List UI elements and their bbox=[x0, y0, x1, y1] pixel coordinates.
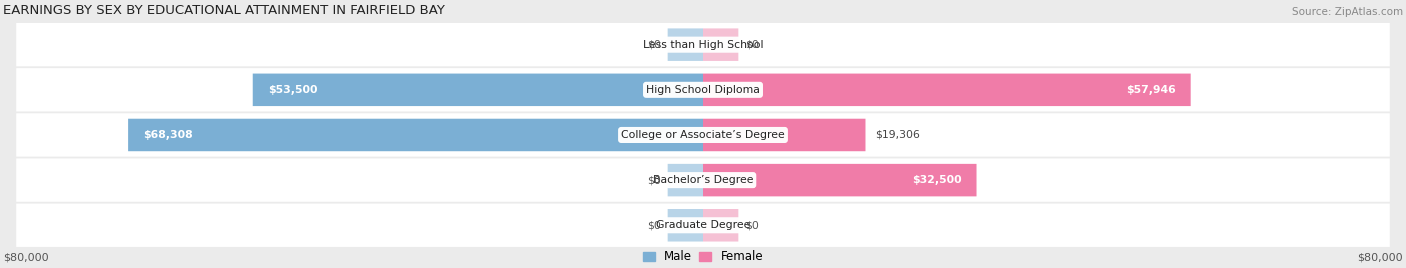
Text: $0: $0 bbox=[647, 220, 661, 230]
Text: EARNINGS BY SEX BY EDUCATIONAL ATTAINMENT IN FAIRFIELD BAY: EARNINGS BY SEX BY EDUCATIONAL ATTAINMEN… bbox=[3, 4, 444, 17]
Text: Less than High School: Less than High School bbox=[643, 40, 763, 50]
Text: $0: $0 bbox=[647, 175, 661, 185]
FancyBboxPatch shape bbox=[668, 28, 703, 61]
FancyBboxPatch shape bbox=[17, 204, 1389, 247]
Legend: Male, Female: Male, Female bbox=[638, 246, 768, 268]
Text: $57,946: $57,946 bbox=[1126, 85, 1175, 95]
FancyBboxPatch shape bbox=[703, 209, 738, 241]
Text: Bachelor’s Degree: Bachelor’s Degree bbox=[652, 175, 754, 185]
FancyBboxPatch shape bbox=[703, 28, 738, 61]
Text: College or Associate’s Degree: College or Associate’s Degree bbox=[621, 130, 785, 140]
Text: High School Diploma: High School Diploma bbox=[647, 85, 759, 95]
Text: $0: $0 bbox=[745, 40, 759, 50]
Text: $0: $0 bbox=[647, 40, 661, 50]
Text: $32,500: $32,500 bbox=[911, 175, 962, 185]
Text: $80,000: $80,000 bbox=[3, 252, 48, 262]
FancyBboxPatch shape bbox=[703, 74, 1191, 106]
FancyBboxPatch shape bbox=[17, 158, 1389, 202]
FancyBboxPatch shape bbox=[703, 164, 977, 196]
FancyBboxPatch shape bbox=[703, 119, 866, 151]
Text: $0: $0 bbox=[745, 220, 759, 230]
Text: Source: ZipAtlas.com: Source: ZipAtlas.com bbox=[1292, 7, 1403, 17]
FancyBboxPatch shape bbox=[128, 119, 703, 151]
FancyBboxPatch shape bbox=[253, 74, 703, 106]
FancyBboxPatch shape bbox=[17, 113, 1389, 157]
FancyBboxPatch shape bbox=[668, 164, 703, 196]
FancyBboxPatch shape bbox=[17, 23, 1389, 66]
Text: $53,500: $53,500 bbox=[269, 85, 318, 95]
Text: $80,000: $80,000 bbox=[1358, 252, 1403, 262]
FancyBboxPatch shape bbox=[17, 68, 1389, 111]
Text: $19,306: $19,306 bbox=[876, 130, 921, 140]
Text: $68,308: $68,308 bbox=[143, 130, 193, 140]
Text: Graduate Degree: Graduate Degree bbox=[655, 220, 751, 230]
FancyBboxPatch shape bbox=[668, 209, 703, 241]
